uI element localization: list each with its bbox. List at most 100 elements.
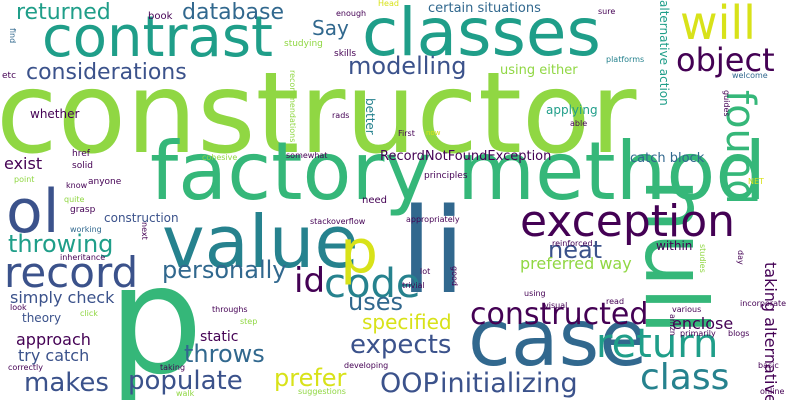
word-simply-check: simply check — [10, 288, 115, 307]
word-case: case — [468, 294, 648, 384]
word-look: look — [10, 303, 27, 312]
word-return: return — [596, 321, 719, 367]
word-taking-alternative: taking alternative — [761, 262, 780, 400]
word-initializing: initializing — [440, 368, 578, 399]
word-step: step — [240, 317, 258, 326]
word-class: class — [640, 357, 730, 398]
word-personally: personally — [162, 256, 287, 284]
word-factory-method: factory method — [150, 125, 767, 218]
word-recommendations: recommendations — [288, 70, 297, 143]
word-alternative-action: alternative action — [657, 0, 671, 106]
word-rads: rads — [332, 111, 350, 120]
word-taking: taking — [160, 363, 186, 372]
word-try-catch: try catch — [18, 346, 90, 365]
word-walk: walk — [176, 389, 195, 398]
word-cohesive: cohesive — [202, 153, 238, 162]
word-specified: specified — [362, 310, 452, 334]
word-sure: sure — [598, 7, 616, 16]
word-uses: uses — [348, 288, 403, 316]
word-now: now — [426, 129, 441, 137]
word-appropriately: appropriately — [406, 215, 460, 224]
word-studies: studies — [698, 244, 707, 273]
word-exception: exception — [520, 196, 736, 247]
word-using: using — [524, 289, 546, 298]
word-expects: expects — [350, 330, 452, 360]
word-makes: makes — [24, 368, 109, 398]
word-will: will — [680, 0, 756, 50]
word-find: find — [8, 28, 17, 44]
word-correctly: correctly — [8, 363, 43, 372]
word-enough: enough — [336, 9, 367, 18]
word-studying: studying — [284, 39, 323, 49]
word-theory: theory — [22, 311, 62, 325]
word-prefer: prefer — [274, 364, 347, 392]
word-quite: quite — [64, 195, 85, 204]
word-p-large: p — [108, 234, 204, 400]
word-reinforced: reinforced — [552, 239, 593, 248]
word-basic: basic — [758, 361, 779, 370]
word-etc: etc — [2, 71, 17, 81]
word-platforms: platforms — [606, 55, 645, 64]
word-day: day — [736, 250, 745, 265]
word-grasp: grasp — [70, 205, 96, 215]
word-contrast: contrast — [42, 5, 273, 70]
word-suggestions: suggestions — [298, 387, 346, 396]
word-throughs: throughs — [212, 305, 248, 314]
word-oop: OOP — [380, 368, 439, 399]
word-returned: returned — [16, 0, 111, 25]
word-various: various — [672, 305, 702, 314]
word-modelling: modelling — [348, 52, 467, 80]
word-need: need — [362, 195, 387, 206]
word-good: good — [450, 266, 459, 286]
word-anyone: anyone — [88, 177, 122, 187]
word-developing: developing — [344, 361, 389, 370]
word-net: NET — [748, 177, 764, 186]
word-using-either: using either — [500, 63, 578, 78]
word-know: know — [66, 181, 88, 190]
word-visual: visual — [544, 301, 568, 310]
word-somewhat: somewhat — [286, 151, 328, 160]
word-welcome: welcome — [732, 71, 768, 80]
word-lot: lot — [420, 267, 431, 276]
word-within: within — [656, 239, 693, 253]
word-inheritance: inheritance — [60, 253, 106, 262]
word-static: static — [200, 329, 239, 345]
word-whether: whether — [30, 107, 80, 121]
word-throwing: throwing — [8, 230, 114, 258]
word-database: database — [182, 0, 284, 25]
word-catch-block: catch block — [630, 151, 705, 166]
word-read: read — [606, 297, 625, 306]
word-certain-situations: certain situations — [428, 1, 541, 16]
word-working: working — [70, 225, 102, 234]
word-say: Say — [312, 16, 349, 40]
word-applying: applying — [546, 103, 598, 117]
word-record: record — [4, 248, 139, 297]
word-point: point — [14, 175, 35, 184]
word-href: href — [72, 149, 90, 159]
word-li: li — [400, 182, 466, 320]
word-click: click — [80, 309, 98, 318]
word-head: Head — [378, 0, 399, 8]
word-recordnotfoundexception: RecordNotFoundException — [380, 149, 552, 164]
word-constructed: constructed — [470, 297, 649, 332]
word-value: value — [162, 200, 359, 284]
word-classes: classes — [362, 0, 601, 71]
word-book: book — [148, 11, 173, 22]
word-ol: ol — [6, 177, 60, 247]
word-populate: populate — [128, 366, 243, 396]
word-p-medium: p — [340, 217, 379, 287]
word-constructor: constructor — [0, 49, 637, 179]
word-considerations: considerations — [26, 60, 187, 85]
word-primarily: primarily — [680, 329, 716, 338]
word-amzn: amzn — [668, 314, 677, 336]
word-guides: guides — [722, 90, 731, 117]
word-enclose: enclose — [672, 314, 734, 333]
word-able: able — [570, 119, 588, 128]
word-solid: solid — [72, 161, 93, 171]
word-blogs: blogs — [728, 329, 750, 338]
word-online: online — [760, 387, 785, 396]
word-neat: neat — [548, 236, 603, 264]
word-incorporate: incorporate — [740, 299, 787, 308]
word-id: id — [294, 261, 326, 301]
